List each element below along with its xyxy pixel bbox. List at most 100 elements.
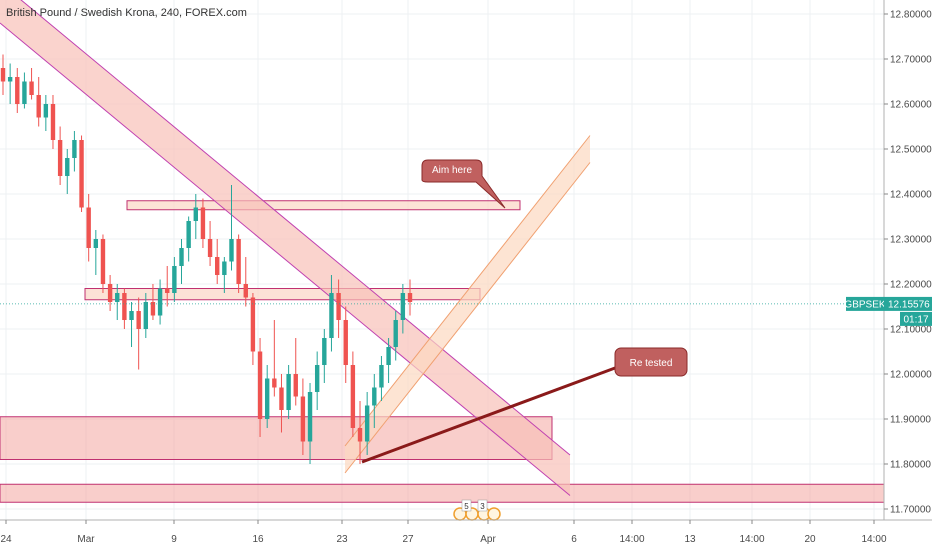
price-tick-label: 12.30000: [890, 235, 932, 246]
candle-body: [179, 248, 184, 266]
candle-body: [243, 284, 248, 298]
candle-body: [329, 293, 334, 338]
candle-body: [372, 387, 377, 406]
candle-body: [257, 351, 263, 419]
candle-body: [0, 68, 6, 82]
candle-body: [207, 239, 213, 257]
re-tested-pointer: [361, 366, 616, 464]
candle-body: [407, 293, 413, 302]
candle-body: [157, 288, 163, 316]
candle-body: [143, 302, 149, 329]
price-tick-label: 12.20000: [890, 280, 932, 291]
symbol-badge: GBPSEK: [844, 299, 885, 310]
candle-body: [379, 365, 384, 388]
candle-body: [364, 405, 370, 442]
price-tick-label: 11.70000: [890, 505, 931, 516]
candle-body: [50, 104, 56, 140]
price-tick-label: 12.80000: [890, 10, 932, 21]
ascending-channel[interactable]: [345, 135, 590, 474]
lower-zone[interactable]: [0, 483, 885, 503]
re-tested-callout[interactable]: Re tested: [361, 347, 688, 464]
price-tick-label: 12.10000: [890, 325, 932, 336]
candle-body: [165, 288, 170, 293]
price-tick-label: 12.70000: [890, 55, 932, 66]
last-price-badge: GBPSEK 12.15576 01:17: [844, 296, 932, 326]
candle-body: [279, 387, 284, 410]
last-price-value: 12.15576: [888, 299, 930, 310]
candle-body: [264, 378, 270, 419]
time-tick-label: 9: [171, 534, 177, 545]
candle-body: [293, 374, 298, 397]
candle-body: [136, 311, 141, 329]
price-tick-label: 12.00000: [890, 370, 932, 381]
candle-body: [57, 140, 63, 176]
time-tick-label: 14:00: [619, 534, 644, 545]
candle-body: [200, 207, 206, 239]
mid-zone[interactable]: [84, 288, 481, 301]
candle-body: [300, 396, 306, 442]
candle-body: [107, 284, 113, 302]
candle-body: [65, 158, 70, 176]
descending-channel-upper-edge: [20, 0, 571, 456]
candle-body: [43, 104, 49, 118]
candle-body: [229, 239, 234, 262]
candle-body: [72, 140, 77, 158]
price-tick-label: 11.90000: [890, 415, 931, 426]
candle-body: [307, 392, 313, 442]
candle-body: [343, 320, 348, 365]
candle-body: [93, 239, 99, 248]
candle-body: [129, 311, 134, 320]
candle-body: [100, 239, 106, 284]
events-count-1: 5: [464, 502, 469, 511]
resistance-zone[interactable]: [126, 200, 521, 211]
candle-body: [36, 95, 41, 118]
candle-body: [286, 374, 291, 410]
candle-body: [15, 77, 20, 104]
aim-here-label: Aim here: [432, 165, 472, 176]
price-tick-label: 12.50000: [890, 145, 932, 156]
time-tick-label: 14:00: [861, 534, 886, 545]
aim-here-callout[interactable]: Aim here: [421, 159, 506, 209]
candle-body: [222, 261, 227, 275]
candle-body: [86, 207, 91, 248]
candle-body: [172, 266, 177, 293]
re-tested-label: Re tested: [630, 358, 673, 369]
candle-body: [193, 207, 198, 221]
descending-channel-lower-edge: [0, 22, 571, 496]
candle-body: [386, 347, 391, 365]
candle-body: [357, 428, 363, 442]
candle-body: [150, 302, 156, 316]
time-tick-label: Apr: [480, 534, 496, 545]
candle-body: [400, 293, 406, 320]
ascending-channel-lower-edge: [344, 162, 591, 474]
candle-body: [236, 239, 241, 284]
descending-channel[interactable]: [0, 0, 570, 496]
candle-body: [393, 320, 398, 347]
candle-body: [22, 81, 27, 104]
price-tick-label: 12.40000: [890, 190, 932, 201]
ascending-channel-upper-edge: [344, 135, 591, 447]
time-tick-label: 13: [684, 534, 696, 545]
bar-countdown: 01:17: [903, 314, 928, 325]
price-tick-label: 11.80000: [890, 460, 931, 471]
support-zone[interactable]: [0, 416, 553, 460]
candle-body: [186, 221, 191, 248]
time-tick-label: Mar: [77, 534, 95, 545]
candle-body: [322, 338, 327, 365]
candle-body: [79, 140, 84, 208]
price-tick-label: 12.60000: [890, 100, 932, 111]
time-tick-label: 20: [804, 534, 816, 545]
chart-title: British Pound / Swedish Krona, 240, FORE…: [6, 7, 247, 19]
events-count-2: 3: [480, 502, 485, 511]
time-axis[interactable]: 24 Mar 9 16 23 27 Apr 6 14:00 13 14:00 20 14:00: [0, 520, 887, 545]
candle-body: [115, 293, 120, 302]
events-markers[interactable]: 5 3: [453, 499, 501, 521]
candle-body: [272, 378, 277, 388]
time-tick-label: 27: [402, 534, 414, 545]
time-tick-label: 23: [336, 534, 348, 545]
candle-body: [215, 257, 220, 275]
zone-layer: [0, 200, 885, 503]
price-axis[interactable]: 12.80000 12.70000 12.60000 12.50000 12.40000…: [884, 10, 932, 516]
candle-body: [250, 297, 256, 352]
